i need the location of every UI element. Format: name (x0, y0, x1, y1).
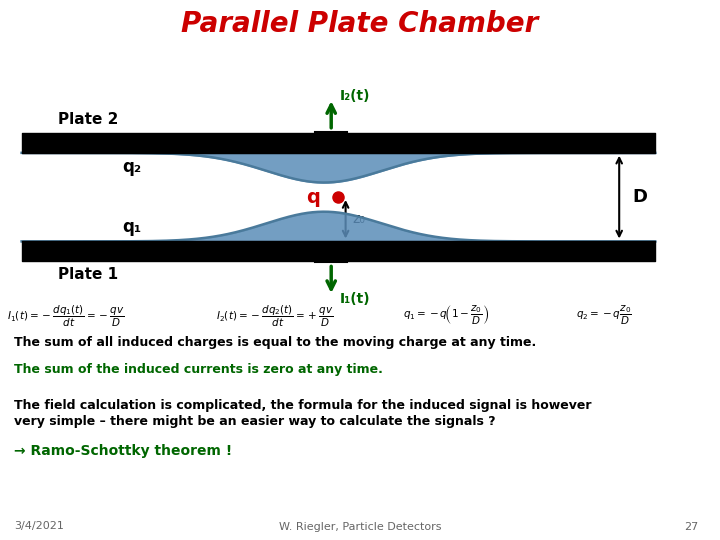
Text: I₂(t): I₂(t) (340, 89, 370, 103)
Text: The sum of all induced charges is equal to the moving charge at any time.: The sum of all induced charges is equal … (14, 336, 536, 349)
Text: $q_1 = -q\!\left(1 - \dfrac{z_0}{D}\right)$: $q_1 = -q\!\left(1 - \dfrac{z_0}{D}\righ… (403, 305, 490, 327)
Text: 27: 27 (684, 522, 698, 531)
Text: very simple – there might be an easier way to calculate the signals ?: very simple – there might be an easier w… (14, 415, 496, 428)
Text: $q_2 = -q\dfrac{z_0}{D}$: $q_2 = -q\dfrac{z_0}{D}$ (576, 305, 632, 327)
Text: q₁: q₁ (122, 218, 142, 236)
Text: D: D (632, 188, 647, 206)
Text: q₂: q₂ (122, 158, 142, 177)
Text: → Ramo-Schottky theorem !: → Ramo-Schottky theorem ! (14, 444, 233, 458)
Text: 3/4/2021: 3/4/2021 (14, 522, 64, 531)
Text: W. Riegler, Particle Detectors: W. Riegler, Particle Detectors (279, 522, 441, 531)
Text: The sum of the induced currents is zero at any time.: The sum of the induced currents is zero … (14, 363, 383, 376)
Text: Parallel Plate Chamber: Parallel Plate Chamber (181, 10, 539, 38)
Text: q: q (307, 187, 320, 207)
Text: $I_2(t) = -\dfrac{dq_2(t)}{dt} = +\dfrac{qv}{D}$: $I_2(t) = -\dfrac{dq_2(t)}{dt} = +\dfrac… (216, 303, 333, 328)
Text: z₀: z₀ (353, 212, 366, 226)
Text: The field calculation is complicated, the formula for the induced signal is howe: The field calculation is complicated, th… (14, 399, 592, 411)
Text: I₁(t): I₁(t) (340, 292, 371, 306)
Text: Plate 2: Plate 2 (58, 112, 118, 127)
Text: $I_1(t) = -\dfrac{dq_1(t)}{dt} = -\dfrac{qv}{D}$: $I_1(t) = -\dfrac{dq_1(t)}{dt} = -\dfrac… (7, 303, 125, 328)
Text: Plate 1: Plate 1 (58, 267, 118, 282)
